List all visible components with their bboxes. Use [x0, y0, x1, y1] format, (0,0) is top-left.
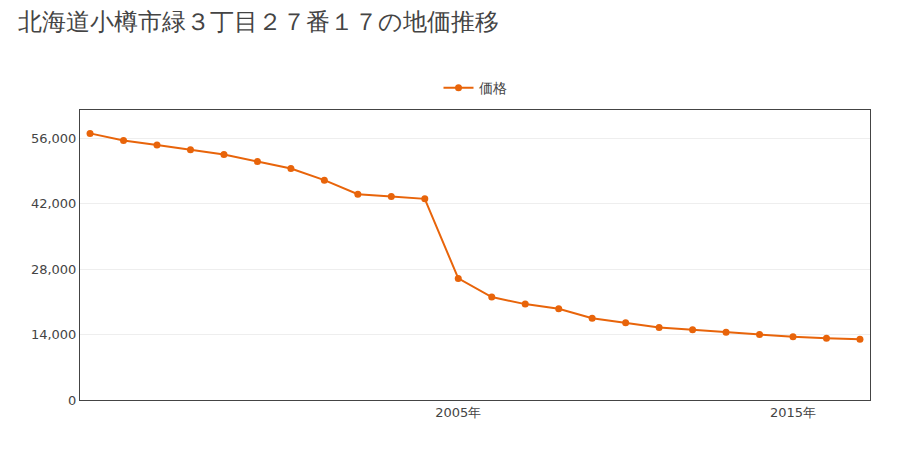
svg-text:28,000: 28,000: [31, 262, 77, 277]
svg-text:14,000: 14,000: [31, 327, 77, 342]
svg-text:北海道小樽市緑３丁目２７番１７の地価推移: 北海道小樽市緑３丁目２７番１７の地価推移: [18, 8, 499, 36]
svg-text:56,000: 56,000: [31, 131, 77, 146]
svg-text:0: 0: [68, 393, 76, 408]
svg-text:42,000: 42,000: [31, 196, 77, 211]
svg-text:2005年: 2005年: [435, 405, 481, 420]
svg-text:2015年: 2015年: [770, 405, 816, 420]
svg-text:価格: 価格: [479, 80, 507, 96]
